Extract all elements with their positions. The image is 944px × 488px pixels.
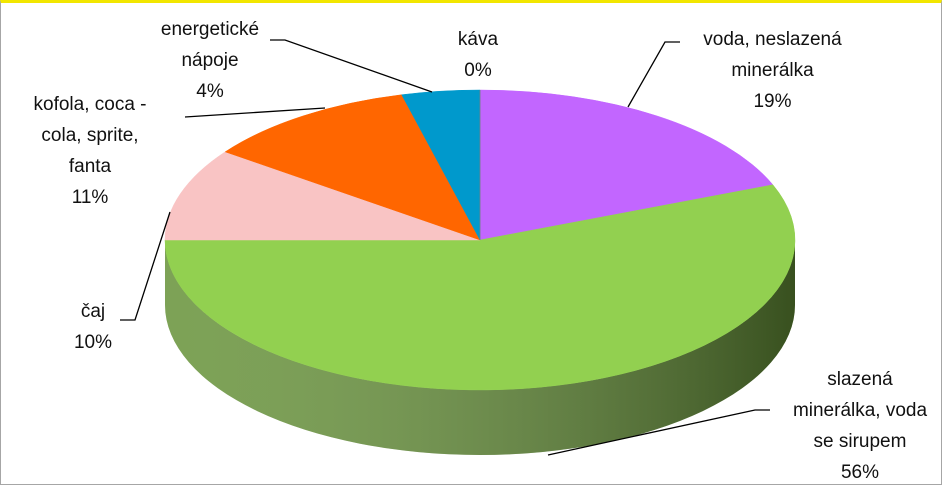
leader-line [120, 211, 171, 321]
label-name: káva [457, 29, 499, 50]
slice [224, 94, 481, 241]
label-name: čaj [80, 301, 106, 322]
label-name: kofola, coca - cola, sprite, fanta [33, 94, 147, 177]
label-value: 19% [753, 91, 792, 112]
label-name: slazená minerálka, voda se sirupem [792, 369, 928, 452]
label-name: energetické nápoje [160, 19, 260, 71]
label-value: 0% [464, 60, 492, 81]
data-label: kofola, coca - cola, sprite, fanta 11% [22, 89, 158, 213]
data-label: káva 0% [413, 24, 543, 86]
data-label: energetické nápoje 4% [140, 14, 280, 107]
slice [164, 151, 481, 241]
label-value: 10% [73, 332, 113, 353]
label-value: 4% [196, 81, 224, 102]
slice-side-shade [165, 240, 795, 455]
data-label: voda, neslazená minerálka 19% [680, 24, 865, 117]
leader-line [270, 39, 433, 93]
label-name: voda, neslazená minerálka [703, 29, 842, 81]
slice [479, 89, 774, 241]
slice [164, 184, 796, 391]
leader-line [627, 41, 680, 108]
label-value: 11% [71, 187, 109, 208]
leader-lines [120, 39, 770, 456]
leader-line [184, 107, 326, 118]
leader-line [547, 409, 770, 456]
data-label: slazená minerálka, voda se sirupem 56% [785, 364, 935, 488]
data-label: čaj 10% [28, 296, 158, 358]
pie [164, 89, 796, 455]
label-value: 56% [840, 462, 880, 483]
